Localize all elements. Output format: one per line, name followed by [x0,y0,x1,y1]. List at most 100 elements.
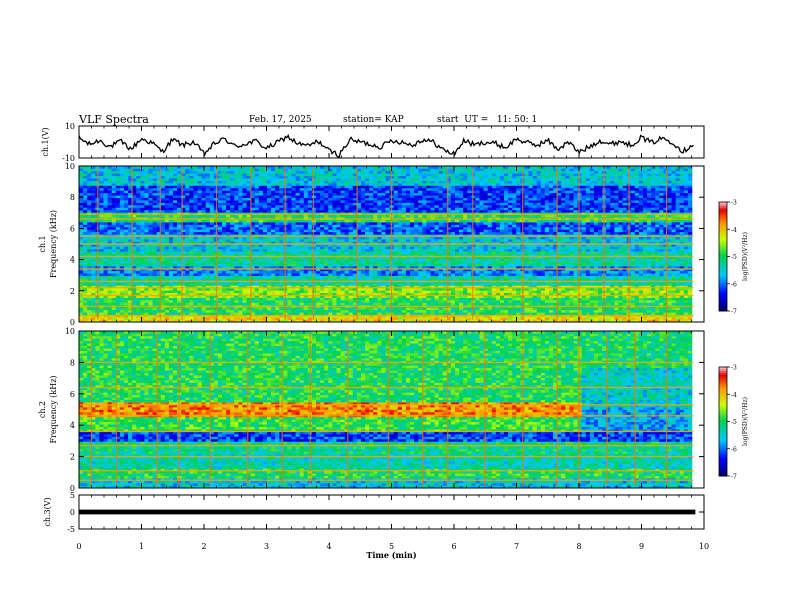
ch1-spec-cell [581,244,587,247]
ch1-spec-cell [426,319,431,323]
ch1-spec-cell [246,319,251,323]
ch1-spec-cell [111,241,117,245]
ch1-spec-cell [426,312,431,315]
ch1-spec-cell [524,253,529,257]
ch1-spec-cell [434,309,439,313]
ch1-spec-cell [544,278,550,281]
ch1-spec-cell [504,319,509,323]
ch1-spec-cell [630,309,636,313]
ch1-spec-cell [504,302,509,306]
ch1-spec-cell [209,265,215,269]
ch1-spec-cell [414,287,419,291]
ch1-spec-cell [647,275,652,279]
ch1-spec-cell [242,275,247,279]
ch1-spec-cell [172,287,178,291]
ch1-spec-cell [401,300,407,303]
ch1-spec-cell [446,285,452,289]
ch1-spec-cell [377,261,382,264]
ch1-spec-cell [103,302,108,306]
ch1-spec-cell [659,317,664,320]
ch1-spec-cell [499,317,505,320]
ch1-spec-cell [217,290,223,294]
ch1-spec-cell [675,285,681,289]
ch1-spec-cell [340,287,345,291]
ch1-spec-cell [172,248,178,252]
ch1-spec-cell [209,275,215,279]
ch1-spec-cell [369,241,374,245]
ch1-spec-cell [328,275,333,279]
ch1-spec-cell [250,263,256,267]
ch1-spec-cell [275,258,280,262]
ch1-spec-cell [156,278,162,281]
ch1-spec-cell [201,256,206,259]
ch1-spec-cell [279,312,284,315]
ch1-spec-cell [307,261,313,264]
ch1-spec-cell [577,295,582,298]
ch1-spec-cell [275,251,280,255]
ch1-spec-cell [553,273,558,276]
ch1-spec-cell [410,270,415,274]
ch1-spec-cell [291,273,296,276]
ch1-spec-cell [459,256,464,259]
ch1-spec-cell [524,268,529,272]
ch1-spec-cell [446,300,452,303]
ch1-spec-cell [152,268,157,272]
ch1-spec-cell [271,297,276,301]
ch1-spec-cell [348,295,354,298]
ch1-spec-cell [687,283,693,286]
ch1-spec-cell [618,251,623,255]
ch1-spec-cell [634,270,640,274]
ch1-spec-cell [177,251,182,255]
ch1-spec-cell [123,253,129,257]
ch1-spec-cell [352,275,358,279]
ch1-spec-cell [655,263,660,267]
ch1-spec-cell [414,283,419,286]
ch1-spec-cell [377,309,382,313]
ch1-spec-cell [487,251,493,255]
ch1-spec-cell [528,253,533,257]
ch1-spec-cell [291,258,296,262]
ch1-spec-cell [303,258,309,262]
ch1-spec-cell [561,246,566,250]
ch1-spec-cell [463,253,468,257]
ch1-spec-cell [328,297,333,301]
ch1-spec-cell [107,278,112,281]
ch1-spec-cell [385,307,390,311]
ch1-spec-cell [618,302,623,306]
ch1-spec-cell [311,292,317,296]
ch1-spec-cell [246,317,251,320]
ch1-spec-cell [532,307,538,311]
ch1-spec-cell [201,278,206,281]
ch1-spec-cell [197,302,202,306]
ch1-spec-cell [557,312,562,315]
ch1-spec-cell [193,307,198,311]
ch1-spec-cell [266,270,272,274]
ch1-spec-cell [622,285,627,289]
ch1-spec-cell [177,248,182,252]
ch1-spec-cell [463,258,468,262]
ch1-spec-cell [671,290,676,294]
ch1-spec-cell [663,244,668,247]
ch1-spec-cell [377,251,382,255]
ch1-spec-cell [442,290,448,294]
ch1-spec-cell [401,265,407,269]
ch1-spec-cell [647,319,652,323]
ch1-spec-cell [397,317,403,320]
ch1-spec-cell [679,265,685,269]
ch1-spec-cell [512,300,517,303]
ch1-spec-cell [569,270,574,274]
ch1-spec-cell [479,256,484,259]
ch1-spec-cell [344,265,350,269]
ch1-spec-cell [168,302,174,306]
ch1-spec-cell [593,261,599,264]
ch1-spec-cell [209,309,215,313]
ch1-spec-cell [638,283,644,286]
ch1-spec-cell [414,265,419,269]
ch1-spec-cell [614,285,619,289]
ch1-spec-cell [352,263,358,267]
ch1-spec-cell [479,292,484,296]
ch1-spec-cell [405,283,411,286]
ch1-spec-cell [377,268,382,272]
ch1-spec-cell [234,278,239,281]
ch1-spec-cell [536,309,542,313]
